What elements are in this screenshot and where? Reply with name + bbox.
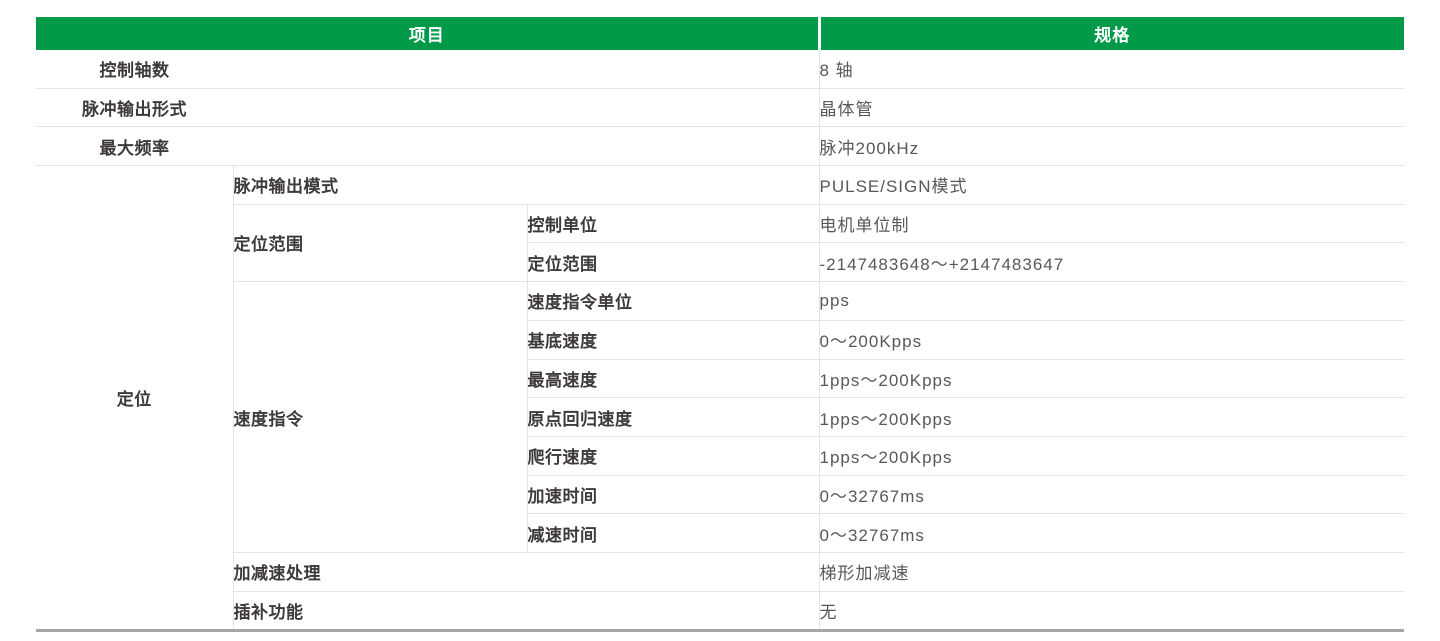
decel-time-label: 减速时间 bbox=[527, 513, 820, 553]
max-frequency-value: 脉冲200kHz bbox=[819, 126, 1404, 167]
control-axes-value: 8 轴 bbox=[819, 50, 1404, 89]
header-row: 项目 规格 bbox=[36, 17, 1404, 50]
pulse-output-form-label: 脉冲输出形式 bbox=[82, 100, 187, 120]
table-row: 控制轴数 8 轴 bbox=[36, 50, 1404, 89]
speed-command-unit-value: pps bbox=[819, 281, 1404, 321]
accel-time-label: 加速时间 bbox=[527, 475, 820, 515]
control-unit-label: 控制单位 bbox=[527, 204, 820, 244]
max-speed-value: 1pps〜200Kpps bbox=[819, 359, 1404, 399]
accel-decel-processing-value: 梯形加减速 bbox=[819, 552, 1404, 592]
interpolation-function-label: 插补功能 bbox=[233, 591, 820, 632]
speed-command-unit-label: 速度指令单位 bbox=[527, 281, 820, 321]
max-frequency-label-cell: 最大频率 bbox=[36, 126, 820, 167]
positioning-range-label: 定位范围 bbox=[527, 242, 820, 283]
table-row: 最高速度 1pps〜200Kpps bbox=[36, 359, 1404, 399]
table-row: 基底速度 0〜200Kpps bbox=[36, 320, 1404, 360]
table-row: 插补功能 无 bbox=[36, 591, 1404, 632]
spec-table: 项目 规格 控制轴数 8 轴 脉冲输出形式 晶体管 最大频率 脉冲200kHz … bbox=[36, 17, 1404, 633]
table-row: 加速时间 0〜32767ms bbox=[36, 475, 1404, 515]
table-row: 定位范围 -2147483648〜+2147483647 bbox=[36, 242, 1404, 283]
positioning-range-value: -2147483648〜+2147483647 bbox=[819, 242, 1404, 283]
accel-decel-processing-label: 加减速处理 bbox=[233, 552, 820, 592]
table-row: 定位 脉冲输出模式 PULSE/SIGN模式 bbox=[36, 165, 1404, 632]
max-frequency-label: 最大频率 bbox=[99, 138, 170, 158]
accel-time-value: 0〜32767ms bbox=[819, 475, 1404, 515]
creep-speed-label: 爬行速度 bbox=[527, 436, 820, 476]
pulse-output-form-value: 晶体管 bbox=[819, 88, 1404, 128]
control-axes-label-cell: 控制轴数 bbox=[36, 50, 820, 89]
creep-speed-value: 1pps〜200Kpps bbox=[819, 436, 1404, 476]
home-return-speed-value: 1pps〜200Kpps bbox=[819, 397, 1404, 437]
base-speed-label: 基底速度 bbox=[527, 320, 820, 360]
spec-table-container: 项目 规格 控制轴数 8 轴 脉冲输出形式 晶体管 最大频率 脉冲200kHz … bbox=[36, 17, 1404, 633]
table-row: 减速时间 0〜32767ms bbox=[36, 513, 1404, 553]
control-unit-value: 电机单位制 bbox=[819, 204, 1404, 244]
header-item: 项目 bbox=[36, 17, 821, 50]
table-row: 速度指令 速度指令单位 pps bbox=[36, 281, 1404, 553]
control-axes-label: 控制轴数 bbox=[99, 61, 170, 81]
table-row: 加减速处理 梯形加减速 bbox=[36, 552, 1404, 592]
table-row: 最大频率 脉冲200kHz bbox=[36, 126, 1404, 167]
positioning-range-group-label: 定位范围 bbox=[233, 204, 528, 283]
decel-time-value: 0〜32767ms bbox=[819, 513, 1404, 553]
table-row: 定位范围 控制单位 电机单位制 bbox=[36, 204, 1404, 283]
pulse-output-mode-label: 脉冲输出模式 bbox=[233, 165, 820, 205]
speed-command-group-label: 速度指令 bbox=[233, 281, 528, 553]
header-spec: 规格 bbox=[819, 17, 1404, 50]
positioning-group-label: 定位 bbox=[36, 165, 234, 632]
base-speed-value: 0〜200Kpps bbox=[819, 320, 1404, 360]
table-row: 脉冲输出形式 晶体管 bbox=[36, 88, 1404, 128]
pulse-output-mode-value: PULSE/SIGN模式 bbox=[819, 165, 1404, 205]
home-return-speed-label: 原点回归速度 bbox=[527, 397, 820, 437]
pulse-output-form-label-cell: 脉冲输出形式 bbox=[36, 88, 820, 128]
interpolation-function-value: 无 bbox=[819, 591, 1404, 632]
table-row: 爬行速度 1pps〜200Kpps bbox=[36, 436, 1404, 476]
max-speed-label: 最高速度 bbox=[527, 359, 820, 399]
table-row: 原点回归速度 1pps〜200Kpps bbox=[36, 397, 1404, 437]
